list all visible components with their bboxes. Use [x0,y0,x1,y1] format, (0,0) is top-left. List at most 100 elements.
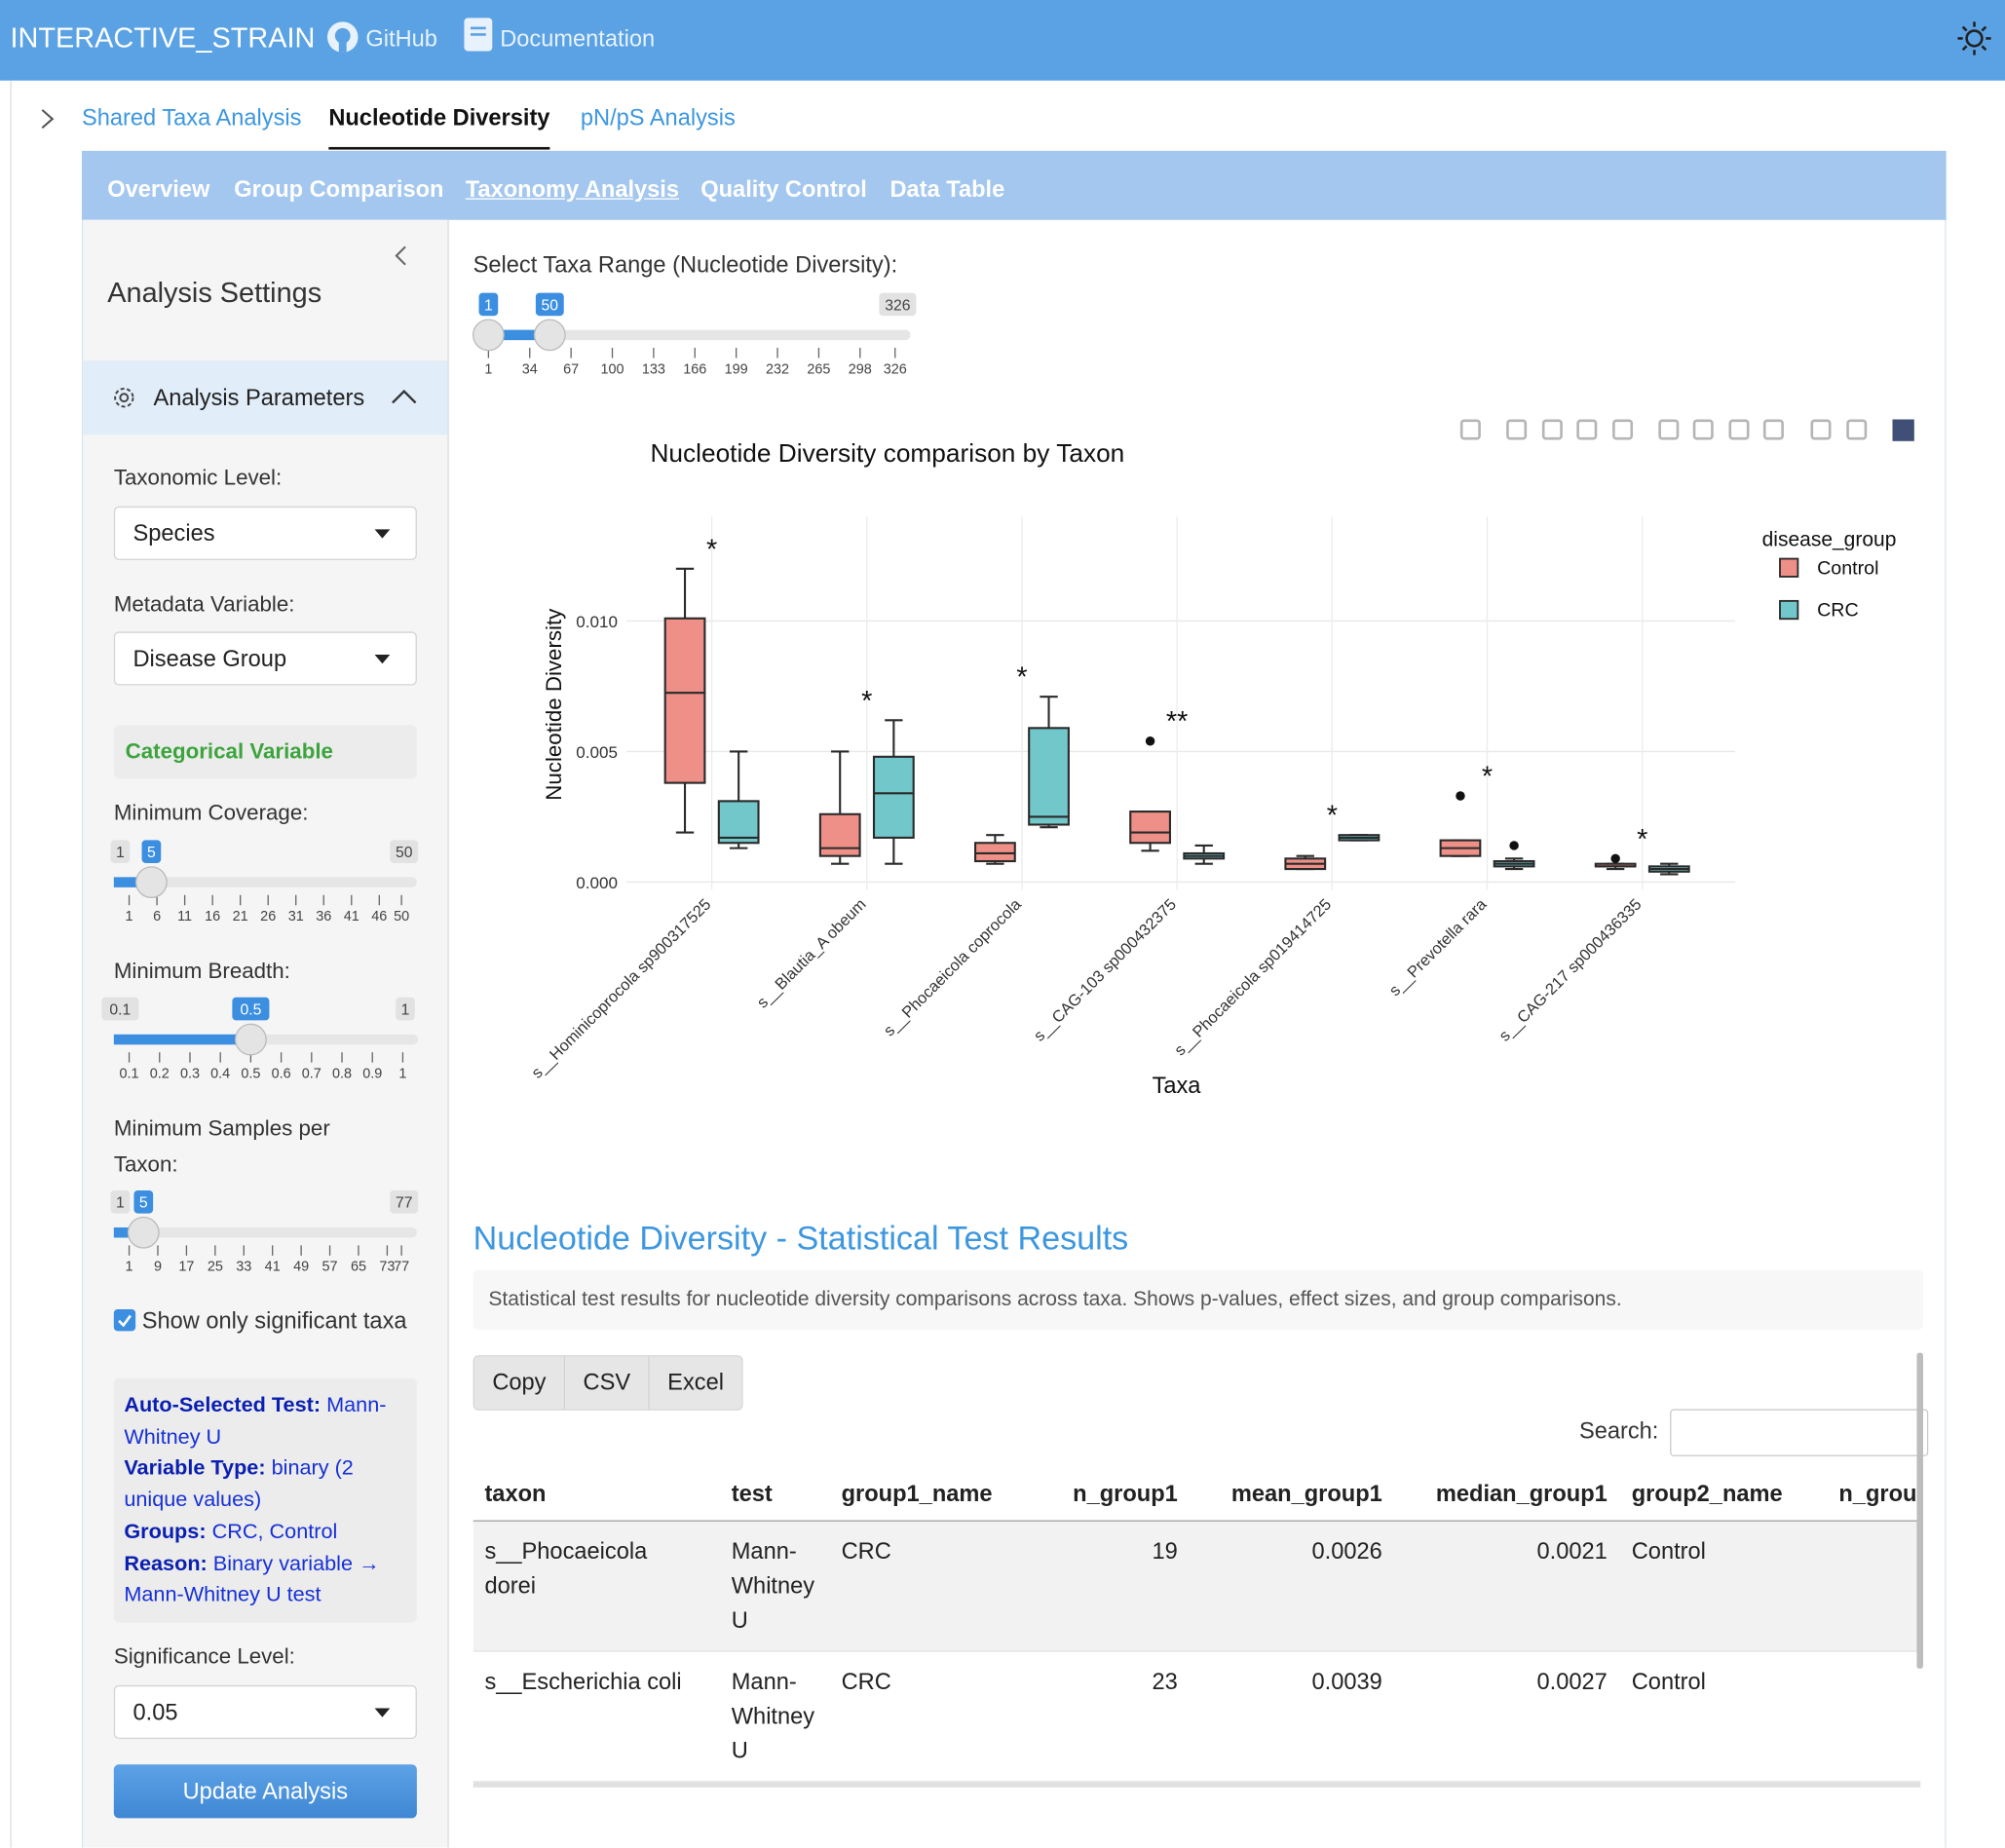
checkbox-label[interactable]: Show only significant taxa [141,1307,407,1334]
modebar-button[interactable] [1810,419,1832,440]
modebar-button[interactable] [1576,419,1598,440]
variable-kind: Categorical Variable [113,725,417,779]
plotly-logo[interactable] [1892,419,1914,441]
table-cell: Control [1631,1537,1706,1565]
accordion-chevron[interactable] [390,388,418,405]
slider-tick-label: 0.2 [150,1066,170,1081]
slider-tick-label: 298 [849,361,872,377]
slider-badge [390,1189,419,1214]
slider-badge-text: 1 [484,297,493,314]
column-header[interactable]: mean_group1 [1230,1480,1382,1507]
export-button[interactable]: CSV [565,1356,650,1410]
subtab-active[interactable]: Taxonomy Analysis [465,176,680,203]
slider-tick-label: 133 [642,361,665,377]
slider-tick-label: 1 [398,1066,406,1081]
table-cell: Mann-Whitney U [731,1537,815,1634]
sidebar-title: Analysis Settings [107,276,322,309]
table-cell: 0.0039 [1311,1668,1382,1695]
slider-handle[interactable] [134,866,168,899]
collapse-sidebar[interactable] [393,245,410,268]
sidebar-toggle[interactable] [38,107,56,131]
slider-tick-label: 0.4 [210,1066,230,1081]
results-table: taxon test group1_name n_group1 mean_group1 m… [473,1468,1921,1788]
column-header[interactable]: group1_name [841,1480,993,1507]
select[interactable]: Disease Group [113,631,417,686]
subtab-bar [82,150,1947,220]
slider-tick-label: 67 [563,361,579,377]
accordion-title[interactable]: Analysis Parameters [153,385,365,411]
slider-handle[interactable] [472,319,505,352]
x-tick-label: s__Prevotella rara [1386,895,1491,999]
export-button[interactable]: Copy [473,1356,566,1410]
column-header[interactable]: median_group1 [1435,1480,1608,1507]
theme-toggle[interactable] [1956,20,1992,57]
select[interactable]: Species [113,506,417,560]
modebar-button[interactable] [1541,419,1563,440]
column-header[interactable]: group2_name [1631,1480,1783,1507]
slider-badge-text: 0.1 [109,1001,131,1018]
search-input[interactable] [1670,1409,1929,1456]
gear-icon [114,388,134,408]
slider-tick-label: 9 [154,1260,162,1275]
modebar-button[interactable] [1728,419,1750,440]
field-label: Minimum Breadth: [113,959,290,984]
slider-tick-label: 41 [344,909,359,924]
subtab[interactable]: Overview [107,176,210,203]
modebar-button[interactable] [1846,419,1868,440]
slider-tick-label: 232 [766,361,789,377]
slider-badge [110,1189,131,1214]
table-cell: 19 [1152,1537,1178,1565]
x-tick-label: s__Hominicoprocola sp900317525 [528,895,714,1081]
column-header[interactable]: n_group1 [1073,1480,1178,1507]
number-input[interactable]: 0.05 [113,1684,417,1739]
tab[interactable]: Shared Taxa Analysis [82,104,302,131]
column-header[interactable]: n_grou [1838,1480,1917,1507]
slider-tick-label: 265 [807,361,830,377]
table-cell: Mann-Whitney U [731,1668,815,1763]
slider-tick-label: 16 [205,909,220,924]
slider-handle[interactable] [533,319,566,352]
column-header[interactable]: test [731,1480,773,1507]
subtab[interactable]: Group Comparison [234,176,444,203]
slider-tick-label: 0.9 [362,1066,382,1081]
outlier [1610,853,1620,864]
accordion-header[interactable] [83,360,448,435]
slider-tick-label: 26 [260,909,276,924]
slider-tick-label: 11 [177,909,192,924]
modebar-button[interactable] [1459,419,1481,440]
legend-swatch[interactable] [1779,599,1799,621]
export-button[interactable]: Excel [649,1356,742,1410]
significance-marker: * [1482,762,1493,793]
slider-handle[interactable] [234,1023,267,1056]
tab-active[interactable]: Nucleotide Diversity [328,105,550,150]
modebar-button[interactable] [1506,419,1528,440]
column-header[interactable]: taxon [484,1480,547,1507]
slider-badge [535,292,564,317]
x-tick-label: s__CAG-217 sp000436335 [1495,895,1645,1044]
table-row [473,1651,1921,1783]
modebar-button[interactable] [1658,419,1680,440]
modebar-button[interactable] [1762,419,1784,440]
legend-label[interactable]: CRC [1817,600,1859,622]
subtab[interactable]: Quality Control [700,176,867,203]
checkbox[interactable] [113,1309,136,1332]
modebar-button[interactable] [1612,419,1634,440]
nav-link[interactable]: Documentation [500,25,656,52]
y-tick-label: 0.005 [576,743,618,762]
legend-swatch[interactable] [1779,557,1799,578]
brand[interactable]: INTERACTIVE_STRAIN [10,21,316,55]
field-label: Minimum Coverage: [113,800,309,825]
update-button[interactable]: Update Analysis [113,1764,417,1819]
modebar-button[interactable] [1692,419,1714,440]
slider-handle[interactable] [127,1216,160,1249]
y-tick-label: 0.010 [576,613,618,631]
subtab[interactable]: Data Table [889,176,1005,203]
tab[interactable]: pN/pS Analysis [580,104,736,131]
slider-badge [478,292,499,317]
nav-link[interactable]: GitHub [365,25,437,52]
legend-label[interactable]: Control [1817,557,1878,579]
x-tick-label: s__CAG-103 sp000432375 [1031,895,1180,1044]
slider-badge-text: 50 [542,297,559,314]
